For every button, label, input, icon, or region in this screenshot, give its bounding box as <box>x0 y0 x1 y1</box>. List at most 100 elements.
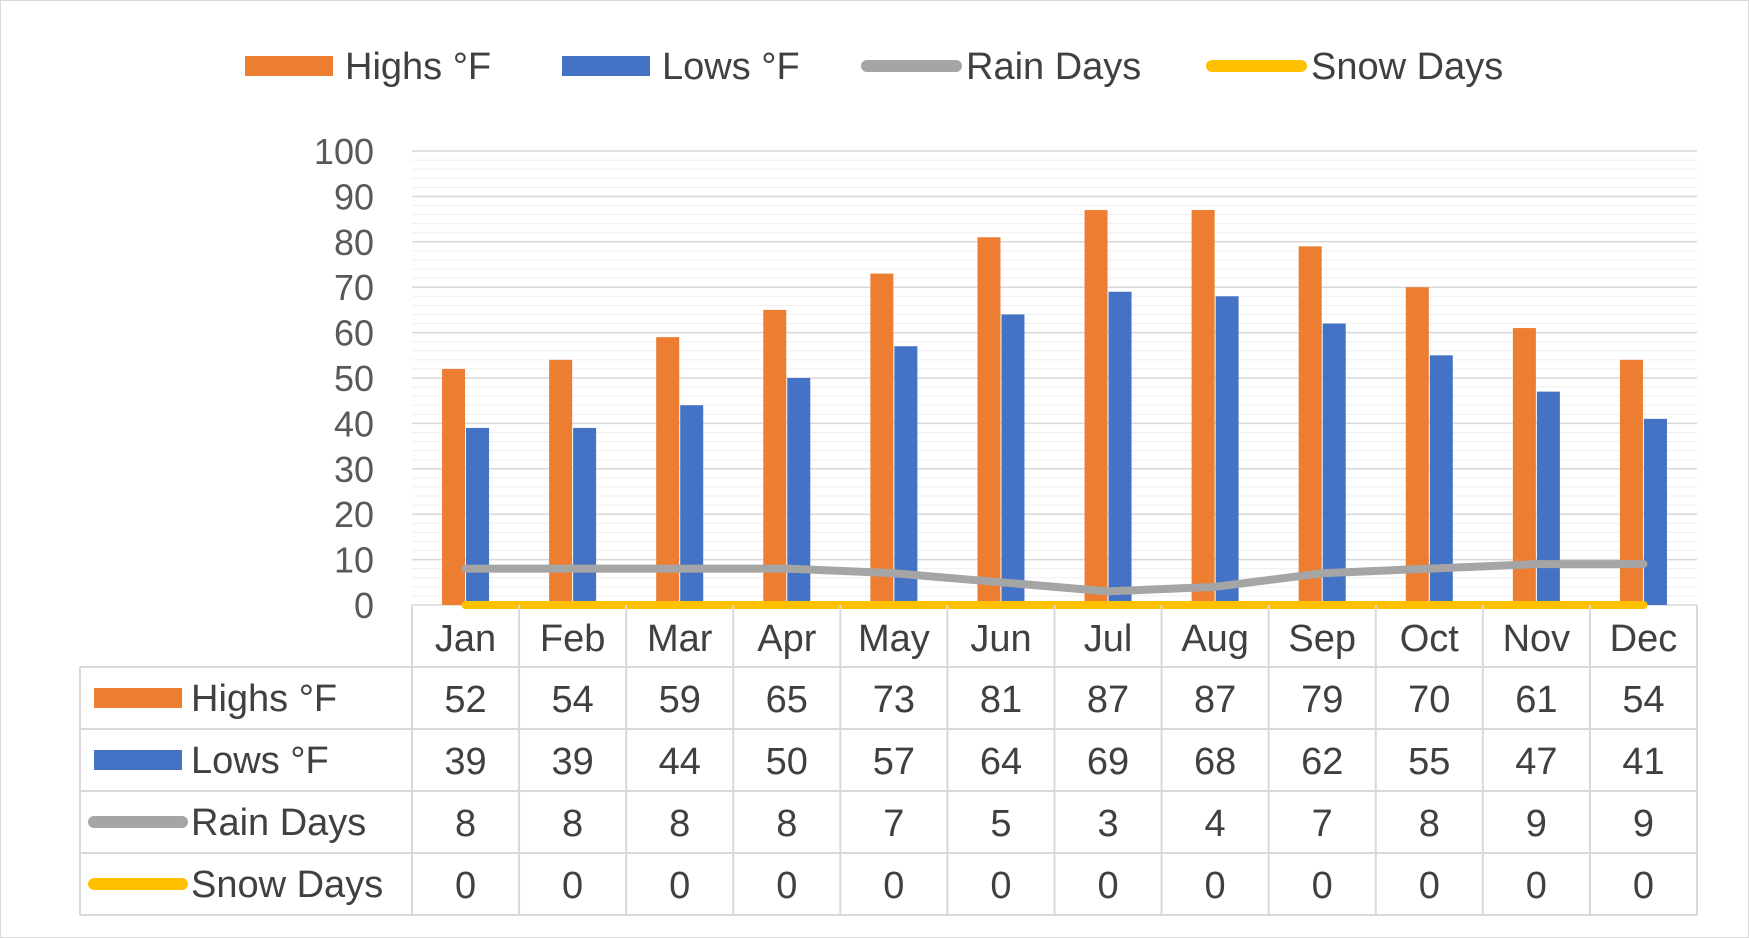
data-label-highs: 70 <box>1408 679 1450 721</box>
point-rain <box>572 568 574 570</box>
point-snow <box>1107 604 1109 606</box>
data-label-rain: 8 <box>776 803 797 845</box>
data-label-snow: 0 <box>455 865 476 907</box>
table-row-lows: Lows °F 39 39 44 50 57 64 69 68 62 55 47 41 <box>94 740 1665 783</box>
data-label-highs: 54 <box>551 679 593 721</box>
point-rain <box>1428 568 1430 570</box>
legend-swatch-lows <box>562 56 650 76</box>
bar-highs <box>870 273 894 605</box>
line-series-rain <box>461 560 1648 596</box>
data-label-highs: 87 <box>1194 679 1236 721</box>
data-label-rain: 9 <box>1633 803 1654 845</box>
data-label-rain: 7 <box>1312 803 1333 845</box>
bar-lows <box>787 378 811 605</box>
data-label-lows: 50 <box>766 741 808 783</box>
category-label: Nov <box>1503 618 1571 660</box>
y-tick-label: 50 <box>334 358 374 399</box>
data-label-lows: 47 <box>1515 741 1557 783</box>
data-label-rain: 8 <box>669 803 690 845</box>
row-swatch-lows <box>94 750 182 770</box>
category-label: Apr <box>757 618 816 660</box>
data-label-rain: 3 <box>1097 803 1118 845</box>
data-label-lows: 39 <box>444 741 486 783</box>
data-label-rain: 8 <box>562 803 583 845</box>
data-label-snow: 0 <box>1633 865 1654 907</box>
category-label: Aug <box>1181 618 1249 660</box>
legend-label-highs: Highs °F <box>345 46 491 88</box>
data-label-snow: 0 <box>1419 865 1440 907</box>
data-label-rain: 7 <box>883 803 904 845</box>
category-label: Oct <box>1400 618 1460 660</box>
point-snow <box>1535 604 1537 606</box>
row-label-lows: Lows °F <box>191 740 329 782</box>
legend: Highs °F Lows °F Rain Days Snow Days <box>245 46 1503 88</box>
data-label-lows: 68 <box>1194 741 1236 783</box>
data-label-snow: 0 <box>990 865 1011 907</box>
bar-lows <box>466 427 490 605</box>
bar-highs <box>977 237 1001 605</box>
bar-highs <box>1084 210 1108 605</box>
bar-highs <box>549 359 573 605</box>
row-label-rain: Rain Days <box>191 802 366 844</box>
y-tick-label: 60 <box>334 313 374 354</box>
data-label-lows: 39 <box>551 741 593 783</box>
data-label-snow: 0 <box>776 865 797 907</box>
category-label: Feb <box>540 618 605 660</box>
bar-highs <box>656 337 680 605</box>
point-rain <box>1214 586 1216 588</box>
legend-item-rain: Rain Days <box>861 46 1141 88</box>
bar-series-lows <box>466 291 1667 605</box>
data-label-rain: 8 <box>455 803 476 845</box>
bar-lows <box>1215 296 1239 605</box>
data-label-lows: 62 <box>1301 741 1343 783</box>
bar-lows <box>573 427 597 605</box>
data-label-highs: 87 <box>1087 679 1129 721</box>
data-label-rain: 4 <box>1205 803 1226 845</box>
data-label-snow: 0 <box>1205 865 1226 907</box>
category-label: Mar <box>647 618 713 660</box>
y-tick-label: 0 <box>354 585 374 626</box>
point-rain <box>679 568 681 570</box>
y-tick-label: 10 <box>334 540 374 581</box>
point-rain <box>893 572 895 574</box>
data-table: Jan Feb Mar Apr May Jun Jul Aug Sep Oct Nov Dec High… <box>79 605 1698 916</box>
point-snow <box>1321 604 1323 606</box>
data-label-lows: 41 <box>1622 741 1664 783</box>
point-rain <box>1107 590 1109 592</box>
category-label: Sep <box>1288 618 1356 660</box>
point-rain <box>1321 572 1323 574</box>
legend-item-lows: Lows °F <box>562 46 800 88</box>
data-label-highs: 52 <box>444 679 486 721</box>
bar-lows <box>1108 291 1132 605</box>
y-tick-label: 40 <box>334 403 374 444</box>
bar-lows <box>1643 418 1667 605</box>
data-label-lows: 55 <box>1408 741 1450 783</box>
row-label-snow: Snow Days <box>191 864 383 906</box>
point-rain <box>465 568 467 570</box>
bar-highs <box>1512 328 1536 605</box>
bar-lows <box>1536 391 1560 605</box>
table-row-highs: Highs °F 52 54 59 65 73 81 87 87 79 70 61 54 <box>94 678 1665 721</box>
data-label-lows: 57 <box>873 741 915 783</box>
data-label-highs: 61 <box>1515 679 1557 721</box>
y-tick-label: 80 <box>334 222 374 263</box>
point-snow <box>893 604 895 606</box>
data-label-highs: 54 <box>1622 679 1664 721</box>
data-label-snow: 0 <box>669 865 690 907</box>
data-label-rain: 8 <box>1419 803 1440 845</box>
point-rain <box>1000 581 1002 583</box>
line-rain <box>461 560 1648 596</box>
point-rain <box>1535 563 1537 565</box>
y-tick-label: 100 <box>314 131 374 172</box>
data-label-highs: 79 <box>1301 679 1343 721</box>
data-label-highs: 73 <box>873 679 915 721</box>
point-snow <box>1214 604 1216 606</box>
legend-label-rain: Rain Days <box>966 46 1141 88</box>
y-tick-label: 70 <box>334 267 374 308</box>
category-label: Jun <box>970 618 1031 660</box>
data-label-snow: 0 <box>883 865 904 907</box>
point-snow <box>572 604 574 606</box>
bar-highs <box>763 309 787 605</box>
